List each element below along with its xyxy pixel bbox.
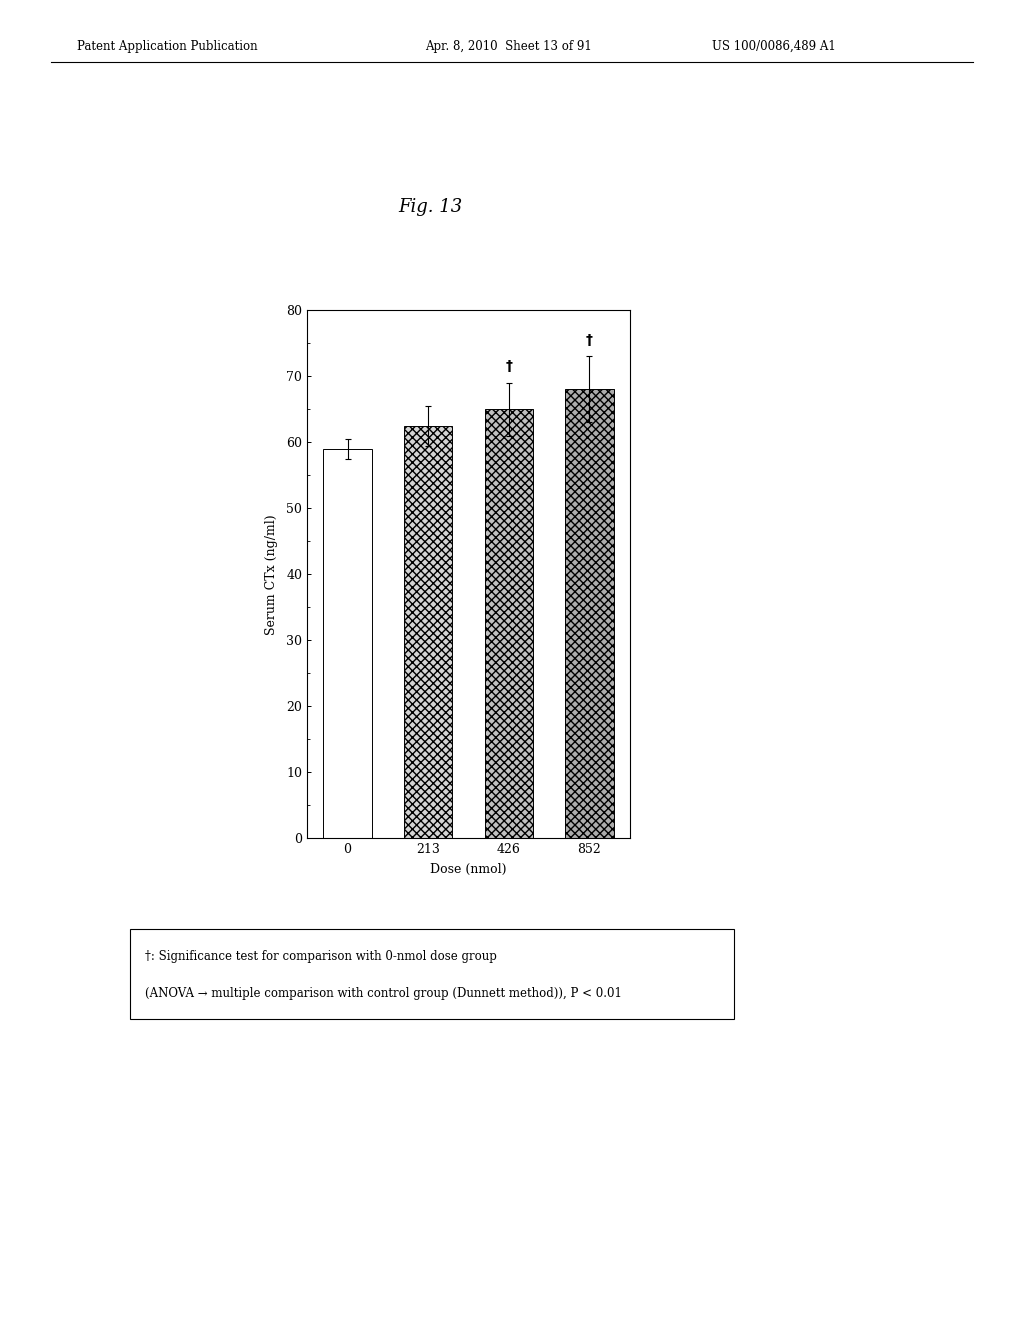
FancyBboxPatch shape [130, 929, 734, 1019]
Bar [565, 389, 613, 838]
Text: Fig. 13: Fig. 13 [398, 198, 462, 216]
Bar [484, 409, 532, 838]
Text: †: † [586, 333, 593, 346]
Text: (ANOVA → multiple comparison with control group (Dunnett method)), P < 0.01: (ANOVA → multiple comparison with contro… [145, 987, 622, 1001]
Text: †: † [506, 359, 512, 372]
Text: Patent Application Publication: Patent Application Publication [77, 40, 257, 53]
Bar [403, 425, 453, 838]
Bar [324, 449, 372, 838]
Text: US 100/0086,489 A1: US 100/0086,489 A1 [712, 40, 836, 53]
Y-axis label: Serum CTx (ng/ml): Serum CTx (ng/ml) [265, 513, 278, 635]
Text: Apr. 8, 2010  Sheet 13 of 91: Apr. 8, 2010 Sheet 13 of 91 [425, 40, 592, 53]
Text: †: Significance test for comparison with 0-nmol dose group: †: Significance test for comparison with… [145, 949, 497, 962]
X-axis label: Dose (nmol): Dose (nmol) [430, 863, 507, 876]
